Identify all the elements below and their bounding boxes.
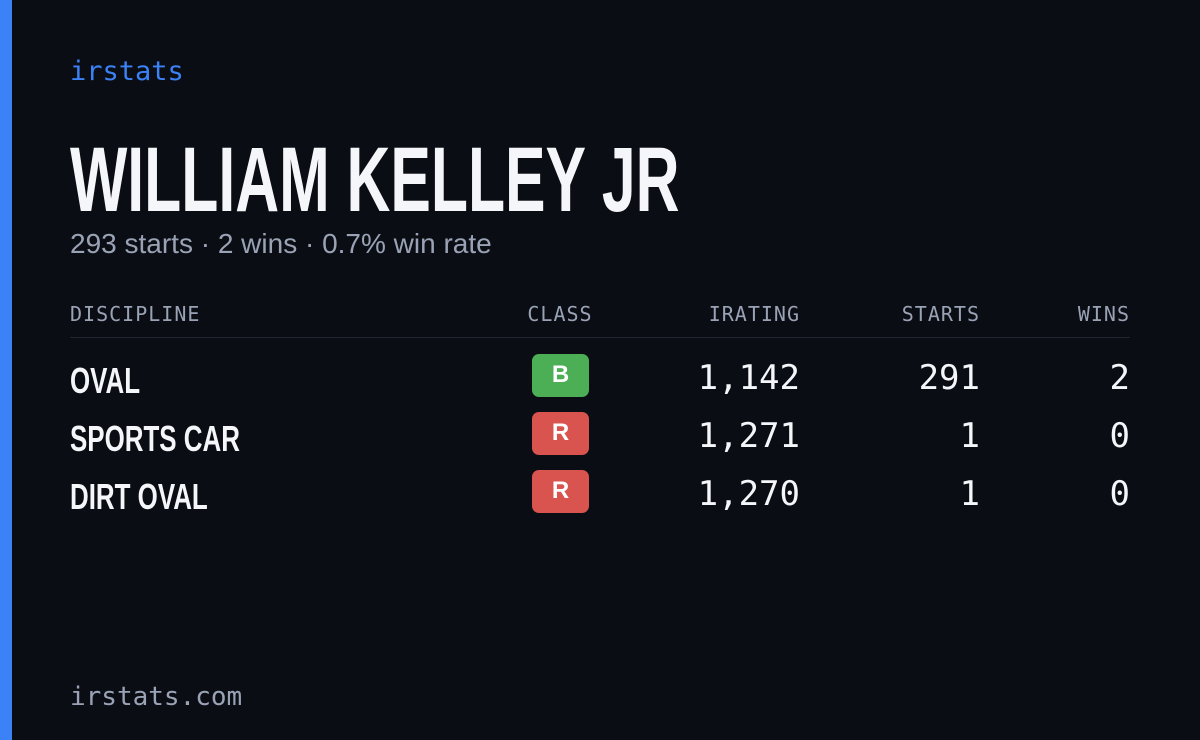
starts: 1 — [959, 416, 980, 456]
wins: 0 — [1109, 474, 1130, 514]
column-header: WINS — [1077, 302, 1130, 326]
class-badge: R — [532, 470, 589, 513]
column-header: STARTS — [901, 302, 980, 326]
wins: 0 — [1109, 416, 1130, 456]
class-badge: R — [532, 412, 589, 455]
footer-site: irstats.com — [70, 682, 243, 712]
divider — [70, 337, 1130, 338]
brand: irstats — [70, 56, 184, 87]
class-badge: B — [532, 354, 589, 397]
discipline: DIRT OVAL — [70, 476, 208, 517]
irating: 1,142 — [697, 358, 800, 398]
irating: 1,271 — [697, 416, 800, 456]
discipline: SPORTS CAR — [70, 418, 240, 459]
column-header: CLASS — [527, 302, 593, 326]
starts: 291 — [918, 358, 980, 398]
column-header: DISCIPLINE — [70, 302, 201, 326]
column-header: IRATING — [708, 302, 800, 326]
wins: 2 — [1109, 358, 1130, 398]
starts: 1 — [959, 474, 980, 514]
irating: 1,270 — [697, 474, 800, 514]
driver-name: WILLIAM KELLEY JR — [70, 129, 680, 231]
summary: 293 starts · 2 wins · 0.7% win rate — [70, 228, 492, 259]
discipline: OVAL — [70, 360, 141, 401]
accent-bar — [0, 0, 12, 740]
